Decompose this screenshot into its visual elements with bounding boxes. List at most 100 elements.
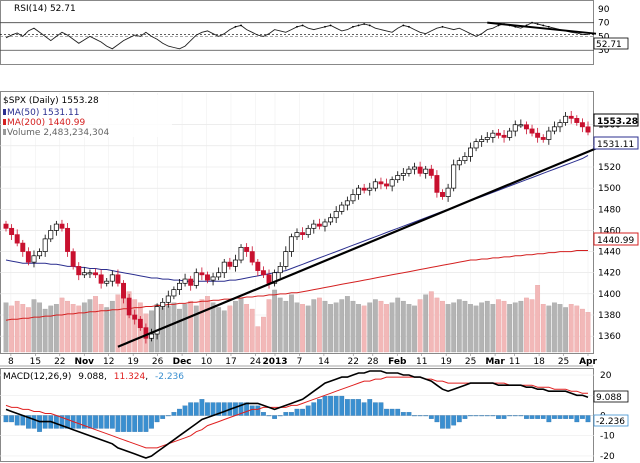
macd-hist-bar: [31, 415, 37, 429]
macd-hist-bar: [412, 415, 417, 417]
macd-hist-bar: [283, 412, 289, 416]
candle: [378, 177, 384, 190]
legend-ma50: MA(50) 1531.11: [7, 108, 79, 118]
candle: [462, 152, 468, 164]
macd-hist-bar: [311, 402, 317, 416]
x-tick-label: Feb: [388, 357, 407, 367]
candle: [311, 219, 317, 234]
candle: [37, 248, 43, 259]
rsi-markers: [0, 21, 597, 35]
volume-bar: [574, 305, 580, 353]
volume-bar: [266, 299, 272, 353]
volume-bar: [434, 297, 440, 353]
macd-hist-bar: [546, 415, 552, 423]
candle: [356, 184, 362, 200]
candle: [14, 229, 20, 247]
volume-bar: [210, 302, 216, 353]
price-tick-label: 1480: [598, 205, 621, 215]
candle: [540, 134, 546, 143]
rsi-point: [536, 23, 539, 25]
macd-hist-bar: [356, 399, 361, 416]
x-tick-label: 18: [533, 357, 545, 367]
macd-hist-bar: [272, 415, 278, 419]
volume-bar: [524, 297, 529, 353]
macd-hist-bar: [462, 415, 468, 419]
x-tick-label: Apr: [579, 357, 597, 367]
macd-hist-bar: [87, 415, 93, 429]
rsi-point: [363, 23, 366, 25]
candle: [529, 124, 535, 137]
macd-hist-bar: [143, 415, 149, 432]
macd-hist-bar: [479, 415, 485, 417]
candle: [171, 286, 177, 300]
macd-hist-bar: [188, 402, 194, 416]
macd-hist-bar: [423, 415, 429, 417]
volume-bar: [344, 296, 350, 353]
x-tick-label: Dec: [173, 357, 192, 367]
price-legend: $SPX (Daily) 1553.28 MA(50) 1531.11 MA(2…: [2, 95, 172, 138]
volume-bar: [272, 289, 278, 353]
volume-bar: [81, 302, 87, 353]
candle: [53, 220, 59, 236]
rsi-point: [329, 24, 332, 27]
rsi-point: [402, 24, 405, 27]
x-tick-label: 2013: [262, 357, 287, 367]
x-tick-label: 19: [440, 357, 452, 367]
hist-current-label: -2.236: [596, 417, 625, 427]
volume-bar: [361, 305, 367, 353]
price-y-axis: 1360138014001420144014601480150015201540…: [598, 121, 621, 342]
volume-bar: [42, 308, 48, 353]
volume-bar: [244, 304, 250, 353]
macd-tick-label: -10: [600, 432, 615, 442]
volume-bar: [238, 297, 244, 353]
price-title: $SPX (Daily) 1553.28: [3, 96, 99, 106]
price-tick-label: 1440: [598, 248, 621, 258]
candle: [333, 206, 339, 224]
candle: [42, 234, 48, 257]
candle: [115, 269, 121, 287]
macd-hist-bar: [104, 415, 110, 429]
ma50-tag: 1531.11: [593, 136, 639, 150]
macd-tick-label: -20: [600, 452, 615, 462]
volume-bar: [227, 305, 233, 353]
macd-hist-bar: [524, 415, 529, 419]
candle: [272, 269, 278, 287]
volume-bar: [568, 304, 574, 353]
candle: [70, 248, 76, 270]
macd-hist-bar: [496, 415, 501, 419]
macd-hist-bar: [249, 405, 255, 416]
candle: [98, 269, 104, 289]
legend-ma200-swatch: [3, 119, 6, 125]
volume-bar: [59, 297, 65, 353]
macd-hist-bar: [126, 415, 132, 432]
macd-hist-bar: [316, 399, 322, 416]
candle: [507, 127, 513, 141]
volume-bar: [98, 304, 104, 353]
candle: [109, 270, 115, 287]
x-tick-label: 10: [201, 357, 213, 367]
macd-hist-bar: [53, 415, 59, 429]
legend-ma200: MA(200) 1440.99: [7, 118, 85, 128]
volume-bar: [70, 304, 76, 353]
macd-hist-bar: [395, 408, 401, 416]
candle: [249, 246, 255, 266]
macd-hist-bar: [98, 415, 104, 429]
macd-hist-bar: [372, 402, 378, 416]
macd-hist-bar: [305, 405, 311, 416]
volume-bar: [400, 300, 406, 353]
macd-hist-bar: [378, 402, 384, 416]
candle: [490, 130, 496, 143]
candle: [288, 233, 294, 257]
x-tick-label: 24: [250, 357, 262, 367]
candle: [406, 165, 412, 177]
price-tick-label: 1400: [598, 290, 621, 300]
rsi-point: [324, 25, 326, 28]
x-tick-label: 7: [297, 357, 303, 367]
macd-hist-bar: [65, 415, 70, 429]
volume-bar: [580, 308, 585, 353]
candle: [434, 170, 440, 198]
candle: [300, 227, 306, 240]
macd-hist-bar: [451, 415, 457, 426]
last-price-tag: 1553.28: [593, 113, 639, 127]
macd-hist-bar: [440, 415, 445, 429]
